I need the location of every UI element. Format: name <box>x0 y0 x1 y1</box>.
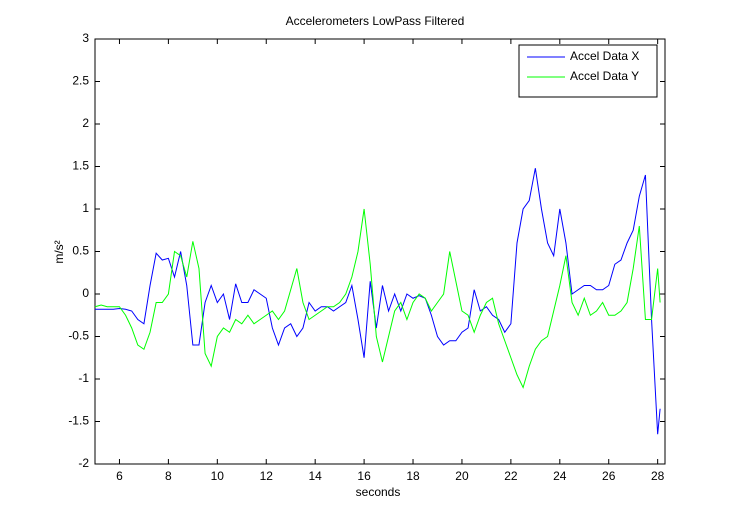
data-line <box>95 168 661 435</box>
y-tick-label: 2 <box>82 116 89 130</box>
y-tick-label: -1.5 <box>68 414 89 428</box>
x-tick-label: 20 <box>455 469 469 483</box>
data-line <box>94 208 661 389</box>
y-tick-label: 1.5 <box>72 159 89 173</box>
x-tick-label: 14 <box>308 469 322 483</box>
x-tick-label: 26 <box>602 469 616 483</box>
x-tick-label: 16 <box>357 469 371 483</box>
x-tick-label: 22 <box>504 469 518 483</box>
x-tick-label: 28 <box>651 469 665 483</box>
x-tick-label: 24 <box>553 469 567 483</box>
y-tick-label: 2.5 <box>72 74 89 88</box>
y-tick-label: 3 <box>82 31 89 45</box>
y-tick-label: -0.5 <box>68 329 89 343</box>
legend-label: Accel Data X <box>570 49 639 63</box>
legend-box <box>518 44 658 98</box>
y-tick-label: 0 <box>82 286 89 300</box>
x-axis-label: seconds <box>356 485 401 499</box>
y-tick-label: -2 <box>78 456 89 470</box>
chart-title: Accelerometers LowPass Filtered <box>286 14 465 28</box>
x-tick-label: 18 <box>406 469 420 483</box>
legend-label: Accel Data Y <box>570 69 639 83</box>
y-tick-label: 1 <box>82 201 89 215</box>
x-tick-label: 8 <box>165 469 172 483</box>
y-tick-label: 0.5 <box>72 244 89 258</box>
y-axis-label: m/s² <box>52 240 66 263</box>
x-tick-label: 6 <box>116 469 123 483</box>
x-tick-label: 12 <box>260 469 274 483</box>
y-tick-label: -1 <box>78 371 89 385</box>
x-tick-label: 10 <box>211 469 225 483</box>
